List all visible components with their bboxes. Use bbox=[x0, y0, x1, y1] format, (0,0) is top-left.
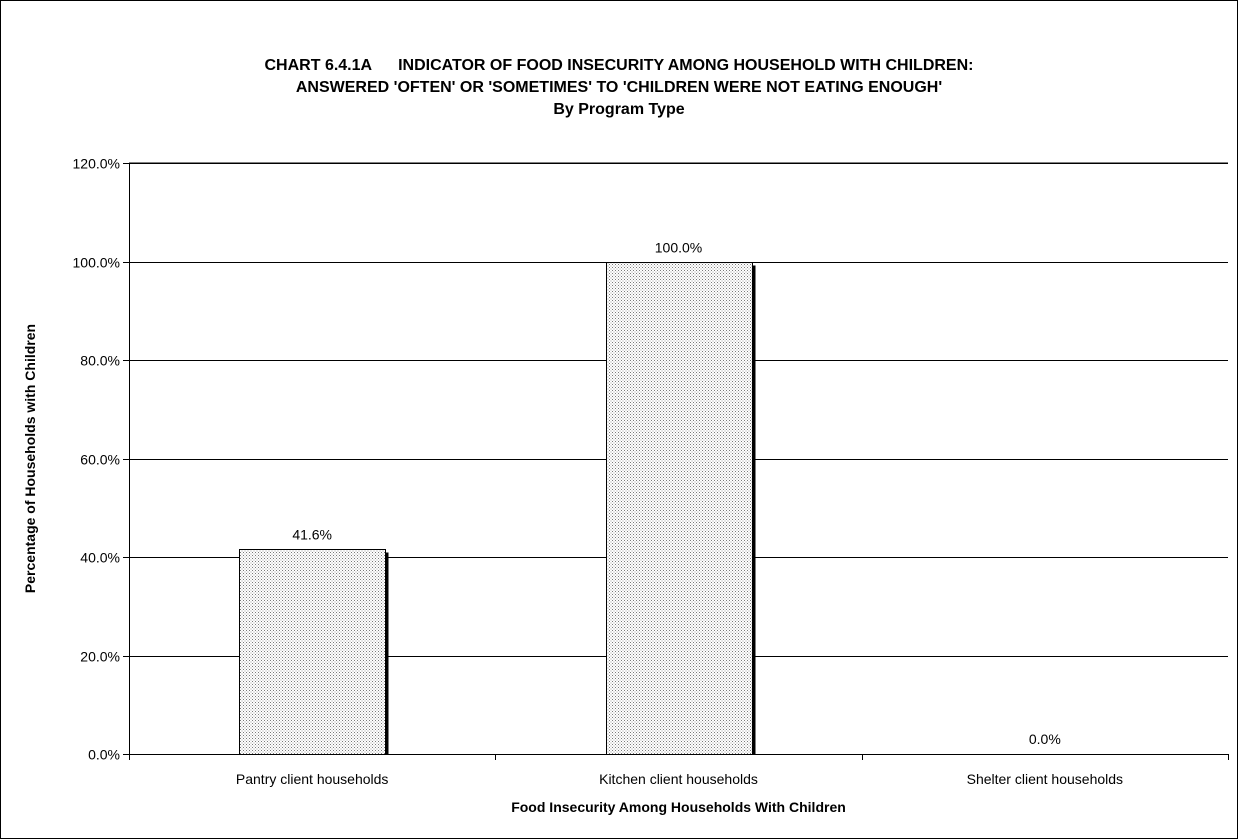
axes bbox=[123, 163, 1229, 760]
x-axis-title: Food Insecurity Among Households With Ch… bbox=[511, 799, 846, 815]
bars bbox=[239, 262, 756, 755]
y-axis-title: Percentage of Households with Children bbox=[22, 324, 38, 593]
y-tick-label: 0.0% bbox=[88, 747, 120, 763]
bar bbox=[239, 549, 386, 755]
chart-title-main: INDICATOR OF FOOD INSECURITY AMONG HOUSE… bbox=[398, 57, 974, 74]
y-tick-label: 100.0% bbox=[73, 255, 120, 271]
bar bbox=[606, 262, 753, 755]
x-category-label: Kitchen client households bbox=[599, 771, 758, 787]
chart-number: CHART 6.4.1A bbox=[264, 57, 373, 74]
data-label: 0.0% bbox=[1029, 731, 1061, 747]
title-line-2: ANSWERED 'OFTEN' OR 'SOMETIMES' TO 'CHIL… bbox=[295, 79, 943, 96]
y-tick-label: 80.0% bbox=[80, 353, 120, 369]
y-tick-label: 20.0% bbox=[80, 649, 120, 665]
x-category-label: Pantry client households bbox=[236, 771, 389, 787]
title-line-3: By Program Type bbox=[553, 101, 685, 118]
labels: 0.0% 20.0% 40.0% 60.0% 80.0% 100.0% 120.0% 41.6… bbox=[22, 156, 1123, 816]
chart-title: CHART 6.4.1A INDICATOR OF FOOD INSECURITY… bbox=[0, 55, 1238, 121]
x-category-label: Shelter client households bbox=[967, 771, 1123, 787]
y-tick-label: 120.0% bbox=[73, 156, 120, 172]
data-label: 100.0% bbox=[655, 240, 702, 256]
data-label: 41.6% bbox=[292, 527, 332, 543]
y-tick-label: 60.0% bbox=[80, 452, 120, 468]
y-tick-label: 40.0% bbox=[80, 550, 120, 566]
title-line-1: CHART 6.4.1A INDICATOR OF FOOD INSECURITY… bbox=[0, 55, 1238, 77]
